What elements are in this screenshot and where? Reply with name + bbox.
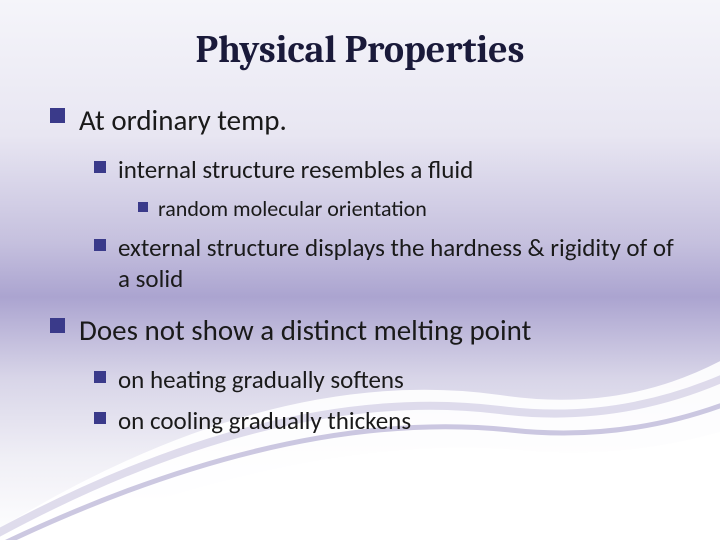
bullet-text: random molecular orientation xyxy=(158,195,427,222)
slide-body: At ordinary temp. internal structure res… xyxy=(0,102,720,436)
bullet-l2: on heating gradually softens xyxy=(94,364,680,395)
square-bullet-icon xyxy=(94,161,106,173)
bullet-text: Does not show a distinct melting point xyxy=(79,312,531,348)
square-bullet-icon xyxy=(94,239,106,251)
bullet-l2: on cooling gradually thickens xyxy=(94,405,680,436)
slide-title: Physical Properties xyxy=(0,0,720,102)
bullet-text: external structure displays the hardness… xyxy=(118,232,680,294)
square-bullet-icon xyxy=(94,371,106,383)
bullet-text: At ordinary temp. xyxy=(79,102,287,138)
bullet-l2: external structure displays the hardness… xyxy=(94,232,680,294)
bullet-l1: At ordinary temp. xyxy=(50,102,680,138)
square-bullet-icon xyxy=(50,318,65,333)
bullet-text: on heating gradually softens xyxy=(118,364,404,395)
bullet-l3: random molecular orientation xyxy=(138,195,680,222)
square-bullet-icon xyxy=(50,108,65,123)
bullet-l2: internal structure resembles a fluid xyxy=(94,154,680,185)
square-bullet-icon xyxy=(94,412,106,424)
square-bullet-icon xyxy=(138,202,148,212)
bullet-text: internal structure resembles a fluid xyxy=(118,154,473,185)
bullet-l1: Does not show a distinct melting point xyxy=(50,312,680,348)
bullet-text: on cooling gradually thickens xyxy=(118,405,411,436)
